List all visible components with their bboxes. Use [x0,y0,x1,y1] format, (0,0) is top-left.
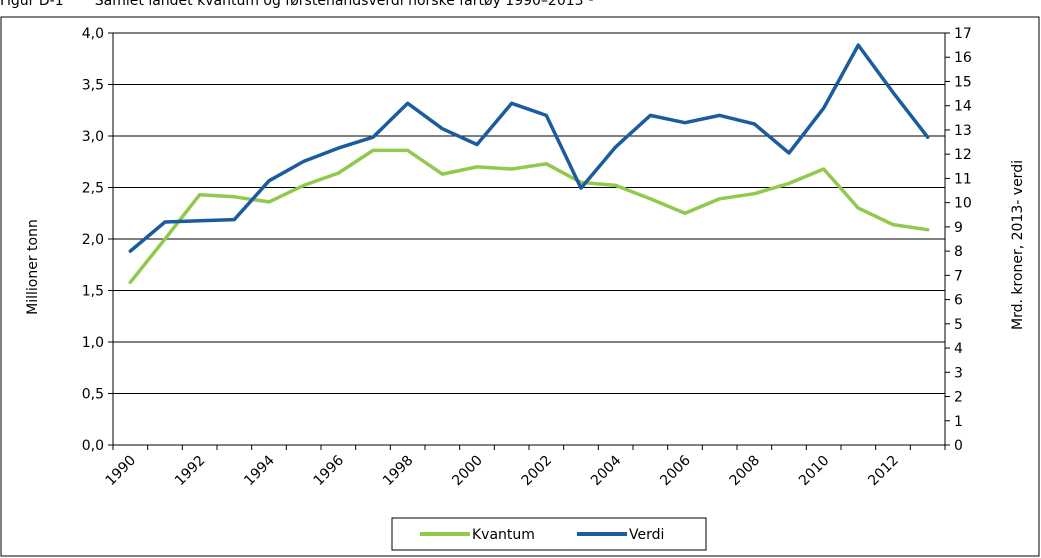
x-tick-label: 2000 [449,453,486,490]
x-tick-label: 2002 [519,453,556,490]
right-tick-label: 13 [954,123,972,139]
left-axis-ticks: 0,0 0,5 1,0 1,5 2,0 2,5 3,0 3,5 4,0 [82,26,113,454]
right-tick-label: 12 [954,147,972,163]
legend-label-verdi: Verdi [629,527,664,543]
right-tick-label: 5 [954,317,963,333]
y-axis-title-right: Mrd. kroner, 2013- verdi [1010,160,1026,330]
left-tick-label: 2,0 [82,232,104,248]
left-tick-label: 1,5 [82,284,104,300]
left-tick-label: 3,0 [82,129,104,145]
chart-area-border [0,16,1040,557]
x-axis-ticks: 1990 1992 1994 1996 1998 2000 2002 2004 2006 2008… [103,445,946,490]
x-tick-label: 2008 [727,453,764,490]
left-tick-label: 3,5 [82,78,104,94]
left-tick-label: 4,0 [82,26,104,42]
series-line-kvantum [128,148,930,285]
right-tick-label: 8 [954,244,963,260]
right-tick-label: 10 [954,196,972,212]
right-tick-label: 4 [954,341,963,357]
right-tick-label: 6 [954,293,963,309]
x-tick-label: 1992 [172,453,209,490]
gridlines [113,84,945,394]
series-line-verdi [128,43,930,253]
x-tick-label: 1998 [380,453,417,490]
right-tick-label: 9 [954,220,963,236]
left-tick-label: 0,0 [82,438,104,454]
x-tick-label: 2010 [796,453,833,490]
right-tick-label: 11 [954,171,972,187]
right-tick-label: 15 [954,74,972,90]
x-tick-label: 1996 [311,452,348,489]
left-tick-label: 1,0 [82,335,104,351]
right-tick-label: 17 [954,26,972,42]
right-tick-label: 0 [954,438,963,454]
series-lines [128,43,930,285]
x-tick-label: 1990 [103,453,140,490]
x-tick-label: 2012 [865,453,902,490]
x-tick-label: 1994 [241,452,278,489]
right-tick-label: 7 [954,268,963,284]
left-tick-label: 2,5 [82,181,104,197]
legend: Kvantum Verdi [391,517,707,551]
right-tick-label: 16 [954,50,972,66]
left-tick-label: 0,5 [82,387,104,403]
y-axis-title-left: Millioner tonn [25,219,41,315]
right-tick-label: 2 [954,390,963,406]
right-tick-label: 1 [954,414,963,430]
x-tick-label: 2006 [657,452,694,489]
right-tick-label: 3 [954,365,963,381]
figure-title: Figur D-1 Samlet landet kvantum og først… [0,0,594,9]
right-tick-label: 14 [954,99,972,115]
x-tick-label: 2004 [588,452,625,489]
legend-label-kvantum: Kvantum [472,527,535,543]
